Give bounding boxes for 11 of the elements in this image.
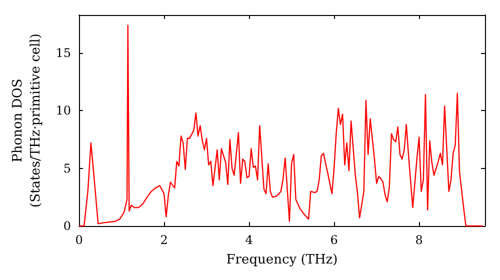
x-tick-label: 4	[245, 233, 254, 247]
x-tick-label: 6	[330, 233, 338, 247]
x-tick-label: 8	[415, 233, 423, 247]
y-tick-label: 0	[63, 219, 71, 233]
y-axis-title: Phonon DOS (States/THz·primitive cell)	[10, 33, 44, 208]
x-axis-title: Frequency (THz)	[226, 252, 338, 268]
y-tick-label: 10	[56, 104, 71, 118]
x-tick-label: 0	[75, 233, 83, 247]
y-tick-label: 15	[56, 46, 71, 60]
y-tick-label: 5	[63, 161, 71, 176]
x-tick-label: 2	[160, 233, 168, 247]
